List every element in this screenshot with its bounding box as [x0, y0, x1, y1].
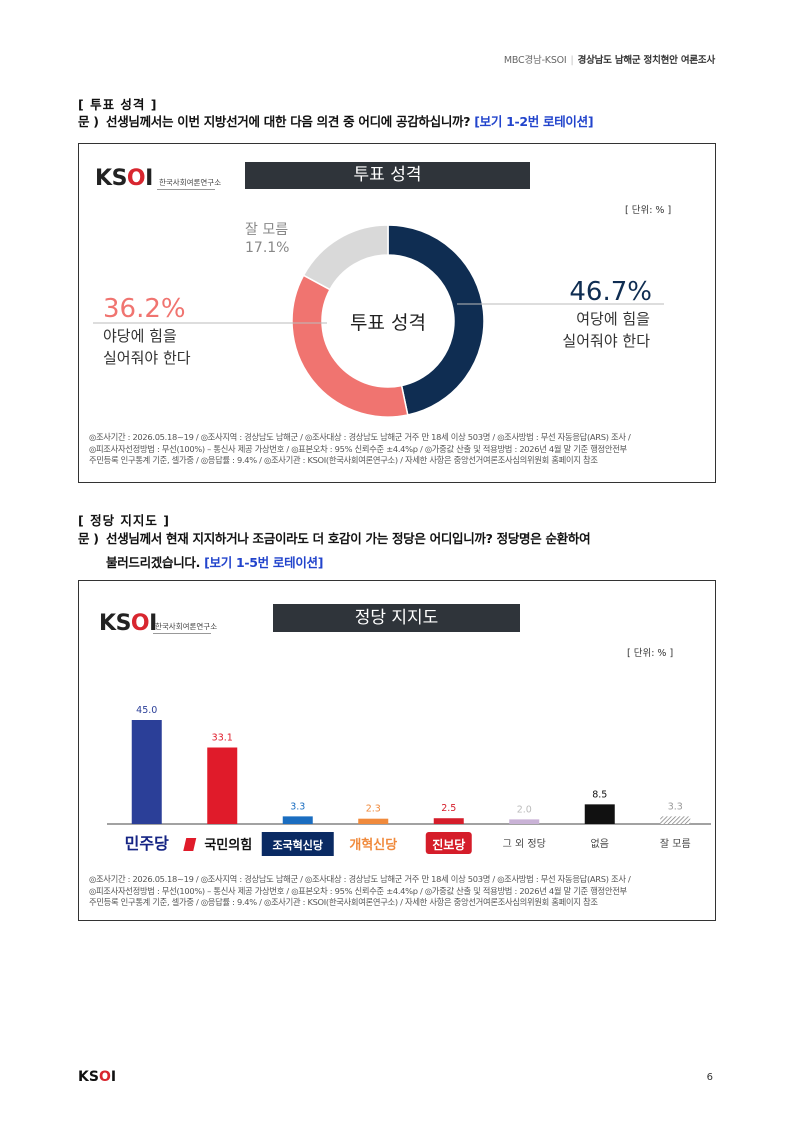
category-label: 진보당 [432, 837, 465, 852]
data-label-ruling-value: 46.7% [569, 277, 652, 307]
ksoi-logo: KSOI [95, 166, 153, 191]
question-text-line1: 선생님께서 현재 지지하거나 조금이라도 더 호감이 가는 정당은 어디입니까?… [106, 531, 591, 546]
footnote-line: 주민등록 인구통계 기준, 셀가중 / ◎응답률 : 9.4% / ◎조사기관 … [89, 455, 598, 465]
bar-chart: 45.0 민주당 33.1 국민의힘 3.3 조국혁신당 2.3 개혁신당 2.5 진보당 2.0 그… [107, 705, 711, 856]
question-note: [보기 1-2번 로테이션] [474, 114, 594, 129]
slice-opposition-party [291, 274, 409, 418]
category-label: 없음 [591, 837, 609, 850]
bar-value-label: 3.3 [290, 801, 305, 812]
party-logo-bg [261, 832, 334, 856]
section1-heading: [ 투표 성격 ] [78, 97, 158, 112]
chart-unit: [ 단위: % ] [625, 205, 672, 216]
footnote-line: ◎조사기간 : 2026.05.18~19 / ◎조사지역 : 경상남도 남해군… [89, 432, 631, 442]
bar-7 [584, 804, 615, 824]
category-label: 그 외 정당 [503, 838, 546, 850]
slice-dont-know [302, 224, 389, 291]
footnote-line: ◎피조사자선정방법 : 무선(100%) – 통신사 제공 가상번호 / ◎표본… [89, 443, 627, 454]
bar-8 [660, 816, 691, 824]
bar-5 [433, 818, 464, 824]
data-label-dontknow-text: 잘 모름 [245, 222, 288, 238]
chart-box-vote-nature: KSOI 한국사회여론연구소 투표 성격 [ 단위: % ] 투표 성격 46.7… [78, 143, 716, 483]
bar-value-label: 45.0 [136, 705, 157, 716]
bar-value-label: 2.5 [441, 803, 456, 814]
ksoi-logo: KSOI [99, 611, 157, 636]
data-label-opposition-text: 야당에 힘을 [103, 327, 177, 345]
bar-value-label: 8.5 [592, 789, 607, 800]
category-label: 민주당 [125, 834, 169, 853]
chart-unit: [ 단위: % ] [627, 648, 674, 659]
section2-question: 문 ) 선생님께서 현재 지지하거나 조금이라도 더 호감이 가는 정당은 어디입… [78, 527, 591, 575]
header-title: 경상남도 남해군 정치현안 여론조사 [577, 55, 716, 66]
donut-center-label: 투표 성격 [350, 312, 426, 334]
slice-ruling-party [387, 224, 485, 416]
bar-3 [282, 816, 313, 824]
bar-value-label: 33.1 [212, 733, 233, 744]
bar-value-label: 2.0 [517, 804, 532, 815]
data-label-dontknow-value: 17.1% [245, 240, 289, 256]
page-header: MBC경남-KSOI | 경상남도 남해군 정치현안 여론조사 [504, 52, 715, 66]
chart-title: 투표 성격 [245, 162, 530, 189]
page-number: 6 [706, 1072, 713, 1083]
category-label: 국민의힘 [204, 837, 252, 853]
question-label: 문 ) [78, 531, 99, 546]
question-note: [보기 1-5번 로테이션] [204, 555, 324, 570]
footer-ksoi-logo: KSOI [78, 1069, 117, 1085]
data-label-opposition-text: 실어줘야 한다 [103, 349, 191, 367]
party-logo-mark [183, 838, 197, 851]
question-text-line2: 불러드리겠습니다. [106, 555, 201, 570]
question-label: 문 ) [78, 114, 99, 129]
party-logo-bg [425, 832, 472, 854]
logo-underline [157, 189, 215, 190]
footnote-line: 주민등록 인구통계 기준, 셀가중 / ◎응답률 : 9.4% / ◎조사기관 … [89, 897, 598, 907]
chart-box-party-support: KSOI 한국사회여론연구소 정당 지지도 [ 단위: % ] 45.0 민주당 3… [78, 580, 716, 921]
header-source: MBC경남-KSOI [503, 55, 567, 66]
category-label: 잘 모름 [660, 838, 691, 850]
section1-question: 문 ) 선생님께서는 이번 지방선거에 대한 다음 의견 중 어디에 공감하십니까… [78, 110, 594, 134]
footnote-line: ◎피조사자선정방법 : 무선(100%) – 통신사 제공 가상번호 / ◎표본… [89, 885, 627, 896]
bar-2 [207, 747, 238, 824]
data-label-ruling-text: 실어줘야 한다 [562, 332, 650, 350]
category-label: 조국혁신당 [272, 838, 323, 852]
bar-1 [131, 720, 162, 824]
bar-6 [509, 819, 540, 824]
logo-underline [153, 633, 211, 634]
section2-heading: [ 정당 지지도 ] [78, 513, 170, 528]
survey-footnote: ◎조사기간 : 2026.05.18~19 / ◎조사지역 : 경상남도 남해군… [89, 432, 707, 467]
data-label-opposition-value: 36.2% [103, 294, 186, 324]
bar-value-label: 2.3 [366, 804, 381, 815]
chart-title: 정당 지지도 [273, 604, 520, 632]
footnote-line: ◎조사기간 : 2026.05.18~19 / ◎조사지역 : 경상남도 남해군… [89, 874, 631, 884]
bar-4 [358, 818, 389, 824]
survey-footnote: ◎조사기간 : 2026.05.18~19 / ◎조사지역 : 경상남도 남해군… [89, 874, 707, 909]
question-text: 선생님께서는 이번 지방선거에 대한 다음 의견 중 어디에 공감하십니까? [106, 114, 471, 129]
logo-subtitle: 한국사회여론연구소 [155, 622, 218, 631]
bar-value-label: 3.3 [668, 801, 683, 812]
category-label: 개혁신당 [349, 837, 397, 853]
data-label-ruling-text: 여당에 힘을 [576, 310, 650, 328]
header-divider: | [570, 55, 574, 66]
logo-subtitle: 한국사회여론연구소 [159, 178, 222, 187]
